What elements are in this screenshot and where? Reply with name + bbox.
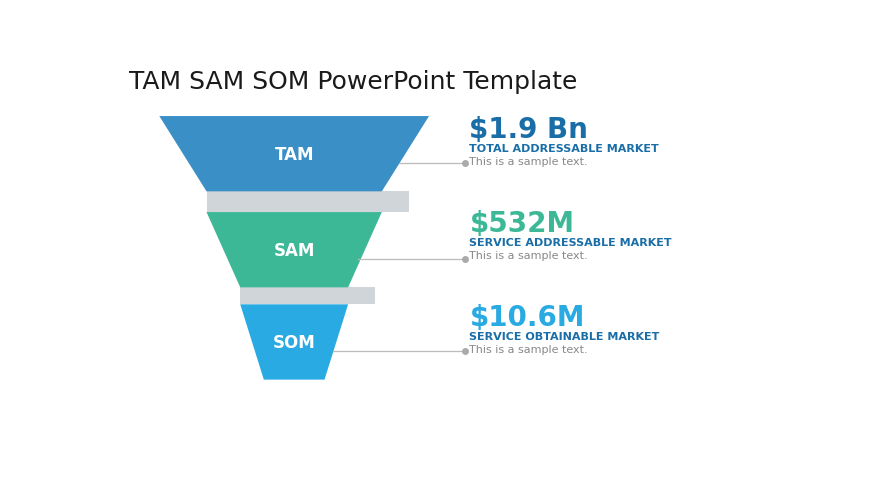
Text: $532M: $532M [469,210,574,238]
Polygon shape [240,288,375,305]
Text: TOTAL ADDRESSABLE MARKET: TOTAL ADDRESSABLE MARKET [469,144,659,154]
Polygon shape [206,213,381,288]
Text: This is a sample text.: This is a sample text. [469,157,587,167]
Polygon shape [206,192,408,213]
Text: TAM SAM SOM PowerPoint Template: TAM SAM SOM PowerPoint Template [129,70,577,94]
Text: $1.9 Bn: $1.9 Bn [469,116,587,144]
Text: SERVICE OBTAINABLE MARKET: SERVICE OBTAINABLE MARKET [469,332,659,342]
Text: SERVICE ADDRESSABLE MARKET: SERVICE ADDRESSABLE MARKET [469,238,672,248]
Text: SOM: SOM [273,333,315,351]
Text: TAM: TAM [274,145,314,163]
Polygon shape [159,117,428,192]
Text: This is a sample text.: This is a sample text. [469,345,587,355]
Polygon shape [240,305,348,380]
Text: SAM: SAM [273,241,315,259]
Text: This is a sample text.: This is a sample text. [469,251,587,261]
Text: $10.6M: $10.6M [469,304,584,332]
